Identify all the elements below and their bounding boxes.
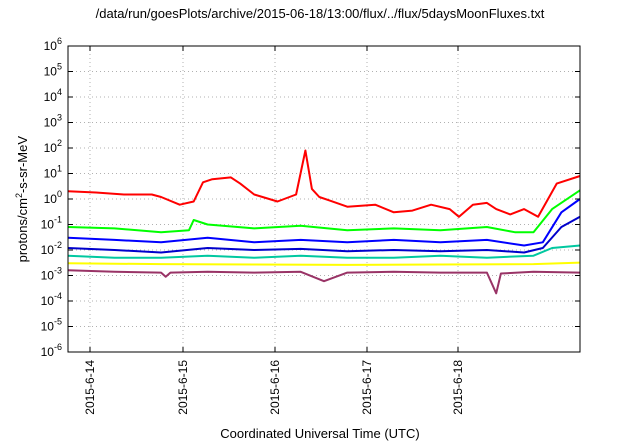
series-line-4 — [67, 215, 581, 254]
y-tick-label: 105 — [44, 62, 62, 79]
x-tick-label: 2015-6-14 — [83, 360, 97, 415]
y-tick-label: 104 — [44, 87, 62, 104]
y-tick-label: 10-6 — [41, 342, 62, 359]
y-tick-label: 106 — [44, 36, 62, 53]
x-tick-label: 2015-6-16 — [268, 360, 282, 415]
series-line-2 — [67, 189, 581, 234]
y-axis-label: protons/cm2-s-sr-MeV — [14, 89, 30, 309]
y-tick-label: 10-1 — [41, 215, 62, 232]
x-tick-label: 2015-6-15 — [176, 360, 190, 415]
x-tick-label: 2015-6-17 — [360, 360, 374, 415]
y-tick-label: 102 — [44, 138, 62, 155]
x-tick-label: 2015-6-18 — [451, 360, 465, 415]
series-line-1 — [67, 149, 581, 218]
y-tick-label: 101 — [44, 164, 62, 181]
y-tick-label: 10-3 — [41, 266, 62, 283]
chart-title: /data/run/goesPlots/archive/2015-06-18/1… — [95, 6, 545, 21]
y-tick-label: 10-5 — [41, 317, 62, 334]
y-tick-label: 10-4 — [41, 291, 62, 308]
series-line-6 — [67, 261, 581, 266]
y-tick-label: 10-2 — [41, 240, 62, 257]
y-axis-label-suffix: -s-sr-MeV — [15, 135, 31, 194]
series-line-5 — [67, 244, 581, 259]
x-axis-label: Coordinated Universal Time (UTC) — [220, 426, 420, 441]
series-line-3 — [67, 198, 581, 247]
y-axis-label-prefix: protons/cm — [15, 198, 31, 263]
y-tick-label: 100 — [44, 189, 62, 206]
y-tick-label: 103 — [44, 113, 62, 130]
series-line-7 — [67, 269, 581, 295]
y-axis-label-superscript: 2 — [13, 193, 24, 199]
